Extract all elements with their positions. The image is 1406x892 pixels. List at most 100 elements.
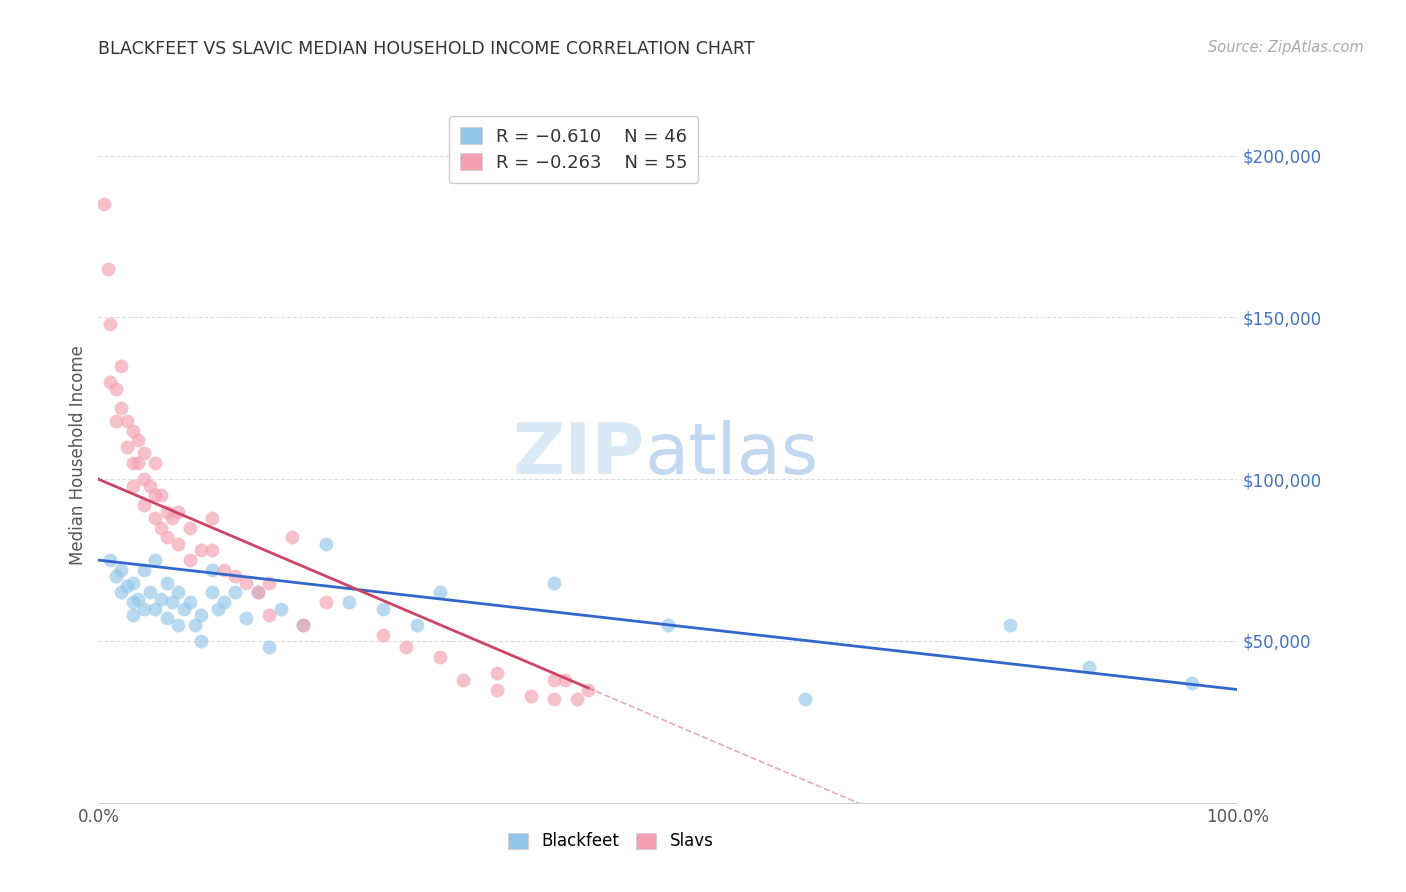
Point xyxy=(576,682,599,697)
Point xyxy=(156,611,179,625)
Point xyxy=(110,563,132,577)
Point xyxy=(145,553,167,567)
Point xyxy=(235,611,257,625)
Point xyxy=(121,456,143,470)
Point xyxy=(156,575,179,590)
Point xyxy=(150,488,173,502)
Point xyxy=(315,595,337,609)
Point xyxy=(127,591,149,606)
Point xyxy=(224,569,246,583)
Point xyxy=(184,617,207,632)
Text: ZIP: ZIP xyxy=(513,420,645,490)
Point xyxy=(167,617,190,632)
Point xyxy=(486,666,509,681)
Point xyxy=(235,575,257,590)
Point xyxy=(270,601,292,615)
Point xyxy=(115,579,138,593)
Point xyxy=(156,531,179,545)
Point xyxy=(201,511,224,525)
Text: atlas: atlas xyxy=(645,420,820,490)
Point xyxy=(162,511,184,525)
Point xyxy=(212,595,235,609)
Point xyxy=(138,478,160,492)
Point xyxy=(110,585,132,599)
Point xyxy=(565,692,588,706)
Point xyxy=(110,401,132,415)
Text: BLACKFEET VS SLAVIC MEDIAN HOUSEHOLD INCOME CORRELATION CHART: BLACKFEET VS SLAVIC MEDIAN HOUSEHOLD INC… xyxy=(98,40,755,58)
Point xyxy=(132,446,155,460)
Point xyxy=(1181,676,1204,690)
Point xyxy=(132,601,155,615)
Point xyxy=(1078,660,1101,674)
Point xyxy=(115,440,138,454)
Point xyxy=(179,595,201,609)
Point xyxy=(98,553,121,567)
Point xyxy=(281,531,304,545)
Point xyxy=(190,634,212,648)
Point xyxy=(543,673,565,687)
Point xyxy=(179,521,201,535)
Point xyxy=(162,595,184,609)
Point xyxy=(121,478,143,492)
Point xyxy=(793,692,815,706)
Point xyxy=(98,317,121,331)
Point xyxy=(110,359,132,373)
Point xyxy=(246,585,269,599)
Point xyxy=(207,601,229,615)
Point xyxy=(121,595,143,609)
Point xyxy=(104,569,127,583)
Point xyxy=(998,617,1021,632)
Point xyxy=(145,488,167,502)
Legend: Blackfeet, Slavs: Blackfeet, Slavs xyxy=(502,826,720,857)
Point xyxy=(259,640,281,655)
Point xyxy=(127,456,149,470)
Point xyxy=(179,553,201,567)
Point xyxy=(337,595,360,609)
Point xyxy=(657,617,679,632)
Y-axis label: Median Household Income: Median Household Income xyxy=(69,345,87,565)
Point xyxy=(127,434,149,448)
Point xyxy=(201,543,224,558)
Point xyxy=(96,261,118,276)
Point xyxy=(246,585,269,599)
Point xyxy=(98,375,121,389)
Point xyxy=(259,608,281,623)
Text: Source: ZipAtlas.com: Source: ZipAtlas.com xyxy=(1208,40,1364,55)
Point xyxy=(138,585,160,599)
Point xyxy=(429,585,451,599)
Point xyxy=(145,511,167,525)
Point xyxy=(554,673,576,687)
Point xyxy=(132,472,155,486)
Point xyxy=(520,689,543,703)
Point xyxy=(486,682,509,697)
Point xyxy=(315,537,337,551)
Point xyxy=(224,585,246,599)
Point xyxy=(371,601,394,615)
Point xyxy=(406,617,429,632)
Point xyxy=(145,456,167,470)
Point xyxy=(156,504,179,518)
Point xyxy=(173,601,195,615)
Point xyxy=(292,617,315,632)
Point xyxy=(121,424,143,438)
Point xyxy=(212,563,235,577)
Point xyxy=(150,521,173,535)
Point xyxy=(167,504,190,518)
Point xyxy=(104,382,127,396)
Point xyxy=(121,575,143,590)
Point xyxy=(201,585,224,599)
Point xyxy=(121,608,143,623)
Point xyxy=(371,627,394,641)
Point xyxy=(115,414,138,428)
Point xyxy=(292,617,315,632)
Point xyxy=(190,543,212,558)
Point xyxy=(543,692,565,706)
Point xyxy=(201,563,224,577)
Point xyxy=(429,650,451,665)
Point xyxy=(93,197,115,211)
Point xyxy=(395,640,418,655)
Point xyxy=(150,591,173,606)
Point xyxy=(167,585,190,599)
Point xyxy=(145,601,167,615)
Point xyxy=(132,563,155,577)
